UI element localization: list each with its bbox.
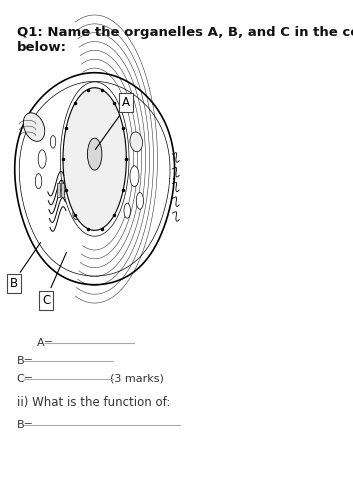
Text: C: C bbox=[42, 294, 50, 306]
Ellipse shape bbox=[38, 150, 46, 168]
Ellipse shape bbox=[35, 174, 42, 188]
Ellipse shape bbox=[73, 197, 88, 220]
Ellipse shape bbox=[23, 113, 45, 141]
Ellipse shape bbox=[50, 136, 56, 148]
Ellipse shape bbox=[124, 203, 131, 218]
Ellipse shape bbox=[130, 166, 139, 186]
Bar bbox=[56, 183, 60, 197]
Polygon shape bbox=[15, 72, 175, 284]
Ellipse shape bbox=[88, 138, 102, 170]
Bar bbox=[61, 183, 64, 197]
Text: A: A bbox=[122, 96, 130, 109]
Polygon shape bbox=[63, 88, 126, 231]
Text: B=: B= bbox=[17, 356, 34, 366]
Text: (3 marks): (3 marks) bbox=[109, 374, 163, 384]
Ellipse shape bbox=[106, 206, 112, 220]
Ellipse shape bbox=[136, 192, 144, 209]
Text: B: B bbox=[10, 277, 18, 290]
Text: C=: C= bbox=[17, 374, 34, 384]
Ellipse shape bbox=[88, 210, 94, 226]
Text: A=: A= bbox=[37, 338, 54, 348]
Text: Q1: Name the organelles A, B, and C in the cell diagram
below:: Q1: Name the organelles A, B, and C in t… bbox=[17, 26, 353, 54]
Text: B=: B= bbox=[17, 420, 34, 430]
Ellipse shape bbox=[130, 132, 143, 152]
Text: ii) What is the function of:: ii) What is the function of: bbox=[17, 396, 170, 409]
